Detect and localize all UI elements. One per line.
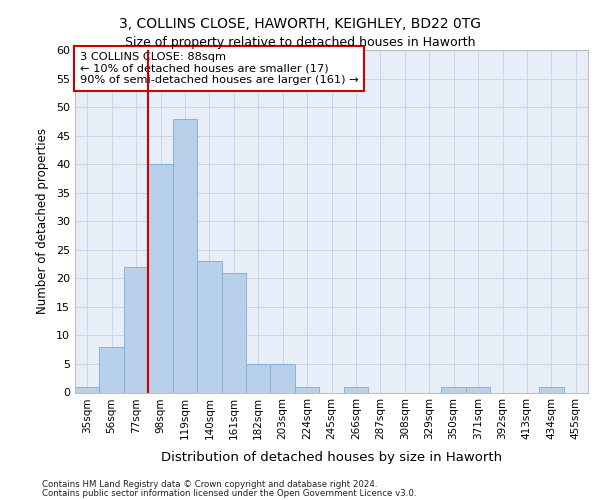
Bar — [295, 387, 319, 392]
Bar — [442, 387, 466, 392]
Bar — [539, 387, 563, 392]
Bar — [246, 364, 271, 392]
Text: Contains public sector information licensed under the Open Government Licence v3: Contains public sector information licen… — [42, 489, 416, 498]
Bar — [344, 387, 368, 392]
Text: Contains HM Land Registry data © Crown copyright and database right 2024.: Contains HM Land Registry data © Crown c… — [42, 480, 377, 489]
Bar — [466, 387, 490, 392]
Bar — [271, 364, 295, 392]
Text: Size of property relative to detached houses in Haworth: Size of property relative to detached ho… — [125, 36, 475, 49]
Text: 3 COLLINS CLOSE: 88sqm
← 10% of detached houses are smaller (17)
90% of semi-det: 3 COLLINS CLOSE: 88sqm ← 10% of detached… — [80, 52, 359, 85]
Y-axis label: Number of detached properties: Number of detached properties — [36, 128, 49, 314]
Bar — [124, 267, 148, 392]
Bar — [100, 347, 124, 393]
Bar — [173, 118, 197, 392]
Bar — [75, 387, 100, 392]
Bar — [221, 272, 246, 392]
Bar — [148, 164, 173, 392]
X-axis label: Distribution of detached houses by size in Haworth: Distribution of detached houses by size … — [161, 450, 502, 464]
Text: 3, COLLINS CLOSE, HAWORTH, KEIGHLEY, BD22 0TG: 3, COLLINS CLOSE, HAWORTH, KEIGHLEY, BD2… — [119, 18, 481, 32]
Bar — [197, 261, 221, 392]
